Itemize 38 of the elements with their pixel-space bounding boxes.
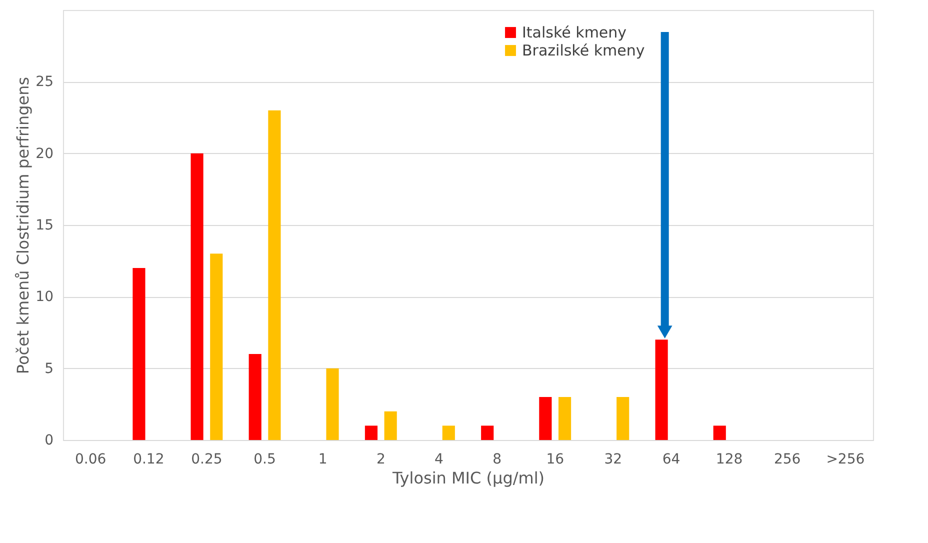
x-tick-label: 128	[716, 452, 743, 468]
x-tick-label: >256	[826, 452, 865, 468]
bar	[210, 254, 223, 440]
x-tick-label: 1	[318, 452, 328, 468]
bar	[268, 110, 281, 440]
x-tick-label: 0.5	[254, 452, 276, 468]
x-tick-label: 0.12	[133, 452, 164, 468]
x-tick-label: 0.25	[191, 452, 222, 468]
bar	[481, 426, 494, 440]
y-tick-label: 0	[44, 432, 54, 448]
bar	[442, 426, 455, 440]
x-tick-label: 32	[604, 452, 622, 468]
x-tick-label: 8	[492, 452, 502, 468]
y-tick-label: 15	[36, 218, 54, 234]
bar	[616, 397, 630, 440]
bar	[713, 426, 726, 440]
legend-label: Italské kmeny	[522, 24, 627, 42]
bar	[539, 397, 552, 440]
y-tick-label: 25	[36, 74, 54, 90]
bar	[558, 397, 572, 440]
bar	[326, 368, 339, 440]
y-tick-label: 5	[44, 360, 54, 377]
y-tick-label: 10	[36, 289, 54, 306]
x-tick-label: 2	[376, 452, 386, 468]
bar	[190, 153, 204, 440]
x-tick-label: 0.06	[74, 452, 106, 468]
x-tick-label: 4	[434, 452, 444, 468]
bar	[364, 426, 378, 440]
x-tick-label: 256	[774, 452, 801, 468]
x-tick-label: 64	[662, 452, 680, 468]
bar	[384, 411, 397, 440]
legend-label: Brazilské kmeny	[522, 42, 645, 60]
x-tick-label: 16	[546, 452, 564, 468]
bar	[248, 354, 262, 440]
y-tick-label: 20	[36, 146, 54, 162]
x-axis-title: Tylosin MIC (µg/ml)	[391, 468, 545, 488]
y-axis-title: Počet kmenů Clostridium perfringens	[14, 76, 33, 374]
bar	[132, 268, 146, 440]
